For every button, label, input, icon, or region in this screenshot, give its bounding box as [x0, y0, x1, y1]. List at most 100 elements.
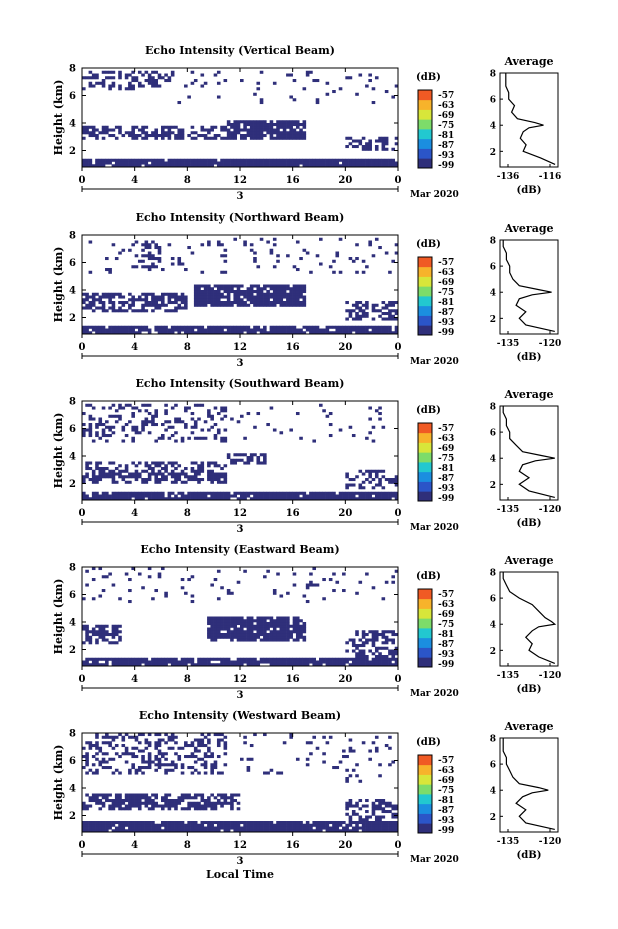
heatmap-cell [243, 453, 247, 457]
heatmap-cell [276, 295, 280, 299]
heatmap-cell [105, 425, 109, 429]
heatmap-cell [147, 81, 152, 85]
heatmap-cell [111, 403, 116, 407]
heatmap-cell [105, 131, 109, 135]
heatmap-cell [240, 414, 244, 418]
profile-frame [499, 571, 559, 667]
heatmap-cell [282, 624, 287, 628]
heatmap-cell [381, 655, 386, 659]
heatmap-cell [269, 284, 274, 288]
heatmap-cell [325, 92, 330, 96]
heatmap-cell [91, 478, 96, 482]
heatmap-cell [203, 284, 208, 288]
heatmap-cell [184, 807, 188, 811]
heatmap-cell [240, 627, 244, 631]
heatmap-cell [286, 287, 290, 291]
heatmap-cell [256, 295, 261, 299]
heatmap-cell [368, 497, 372, 501]
heatmap-cell [151, 303, 155, 307]
colorbar-tick-label: -63 [438, 101, 454, 111]
heatmap-cell [223, 406, 228, 410]
heatmap-cell [282, 630, 287, 634]
heatmap-cell [295, 497, 300, 501]
heatmap-cell [190, 425, 195, 429]
heatmap-cell [197, 134, 201, 138]
heatmap-cell [144, 265, 149, 269]
heatmap-cell [394, 829, 399, 833]
heatmap-cell [226, 290, 231, 294]
heatmap-cell [187, 158, 191, 162]
heatmap-cell [108, 406, 112, 410]
heatmap-cell [180, 136, 185, 140]
heatmap-cell [203, 829, 208, 833]
heatmap-cell [325, 663, 330, 667]
heatmap-cell [371, 801, 376, 805]
heatmap-cell [328, 491, 333, 495]
heatmap-cell [368, 660, 372, 664]
heatmap-cell [147, 251, 152, 255]
y-tick-label: 2 [69, 811, 76, 822]
heatmap-cell [220, 804, 224, 808]
heatmap-cell [137, 766, 142, 770]
heatmap-cell [216, 287, 221, 291]
heatmap-cell [365, 161, 369, 165]
heatmap-cell [368, 469, 372, 473]
heatmap-cell [147, 755, 152, 759]
heatmap-cell [305, 741, 310, 745]
heatmap-cell [177, 417, 182, 421]
heatmap-cell [263, 491, 267, 495]
heatmap-cell [164, 467, 168, 471]
heatmap-cell [223, 164, 228, 168]
heatmap-cell [187, 823, 191, 827]
heatmap-cell [118, 164, 122, 168]
heatmap-cell [164, 823, 168, 827]
heatmap-cell [233, 494, 238, 498]
heatmap-cell [302, 657, 307, 661]
heatmap-cell [144, 303, 149, 307]
heatmap-cell [184, 793, 188, 797]
heatmap-cell [91, 771, 96, 775]
heatmap-cell [249, 458, 254, 462]
heatmap-cell [85, 403, 89, 407]
heatmap-cell [243, 829, 247, 833]
heatmap-cell [276, 164, 280, 168]
heatmap-cell [200, 298, 205, 302]
heatmap-cell [197, 494, 201, 498]
heatmap-cell [134, 161, 139, 165]
heatmap-cell [226, 627, 231, 631]
heatmap-cell [256, 301, 261, 305]
heatmap-cell [253, 290, 257, 294]
heatmap-cell [374, 483, 379, 487]
heatmap-cell [111, 624, 116, 628]
heatmap-cell [101, 406, 106, 410]
heatmap-cell [302, 491, 307, 495]
heatmap-cell [266, 298, 270, 302]
heatmap-cell [154, 663, 159, 667]
heatmap-cell [121, 821, 126, 825]
heatmap-cell [137, 663, 142, 667]
heatmap-cell [151, 804, 155, 808]
heatmap-cell [213, 804, 218, 808]
heatmap-cell [279, 821, 284, 825]
heatmap-cell [338, 497, 343, 501]
heatmap-cell [348, 491, 353, 495]
heatmap-cell [174, 475, 178, 479]
heatmap-cell [151, 423, 155, 427]
heatmap-cell [200, 164, 205, 168]
heatmap-cell [170, 660, 175, 664]
heatmap-cell [249, 491, 254, 495]
colorbar-swatch [418, 803, 432, 814]
heatmap-cell [213, 406, 218, 410]
heatmap-cell [302, 136, 307, 140]
heatmap-cell [256, 134, 261, 138]
heatmap-cell [141, 128, 145, 132]
heatmap-cell [374, 821, 379, 825]
heatmap-cell [207, 412, 211, 416]
colorbar-tick-label: -81 [438, 298, 454, 308]
heatmap-cell [118, 464, 122, 468]
heatmap-cell [121, 826, 126, 830]
colorbar-tick-label: -75 [438, 786, 454, 796]
heatmap-cell [88, 744, 93, 748]
colorbar-swatch [418, 755, 432, 766]
heatmap-cell [114, 624, 119, 628]
